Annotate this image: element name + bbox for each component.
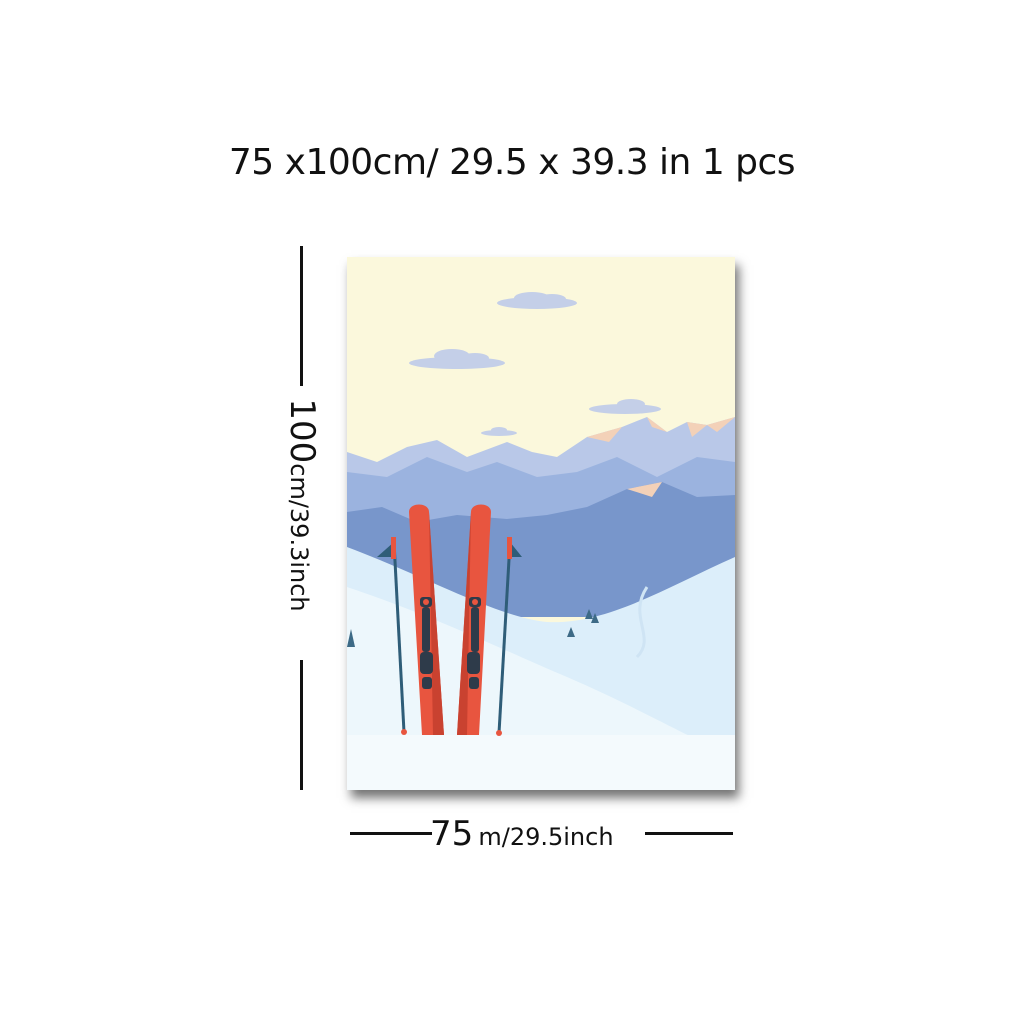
height-line-top xyxy=(300,246,303,386)
cloud-1 xyxy=(497,292,577,309)
height-line-bottom xyxy=(300,660,303,790)
snow-foreground xyxy=(347,735,735,790)
width-unit: m/29.5inch xyxy=(478,823,614,851)
ski-pole-left xyxy=(377,537,407,735)
peak-highlight xyxy=(587,417,735,442)
height-label: 100cm/39.3inch xyxy=(282,365,322,645)
ski-right xyxy=(457,504,491,735)
width-line-left xyxy=(350,832,432,835)
ski-poster-image xyxy=(347,257,735,790)
cloud-4 xyxy=(481,427,517,436)
width-number: 75 xyxy=(430,814,474,854)
height-unit: cm/39.3inch xyxy=(285,463,313,612)
tree-group xyxy=(347,609,599,647)
ski-left xyxy=(409,504,444,735)
height-number: 100 xyxy=(282,398,322,464)
cloud-3 xyxy=(589,399,661,414)
cloud-2 xyxy=(409,349,505,369)
snow-trail xyxy=(635,586,649,659)
ski-pole-right xyxy=(496,537,522,736)
width-line-right xyxy=(645,832,733,835)
product-size-title: 75 x100cm/ 29.5 x 39.3 in 1 pcs xyxy=(228,142,796,183)
mountain-near-highlight xyxy=(627,482,662,497)
mountain-near xyxy=(347,482,735,617)
width-label: 75 m/29.5inch xyxy=(430,814,660,854)
